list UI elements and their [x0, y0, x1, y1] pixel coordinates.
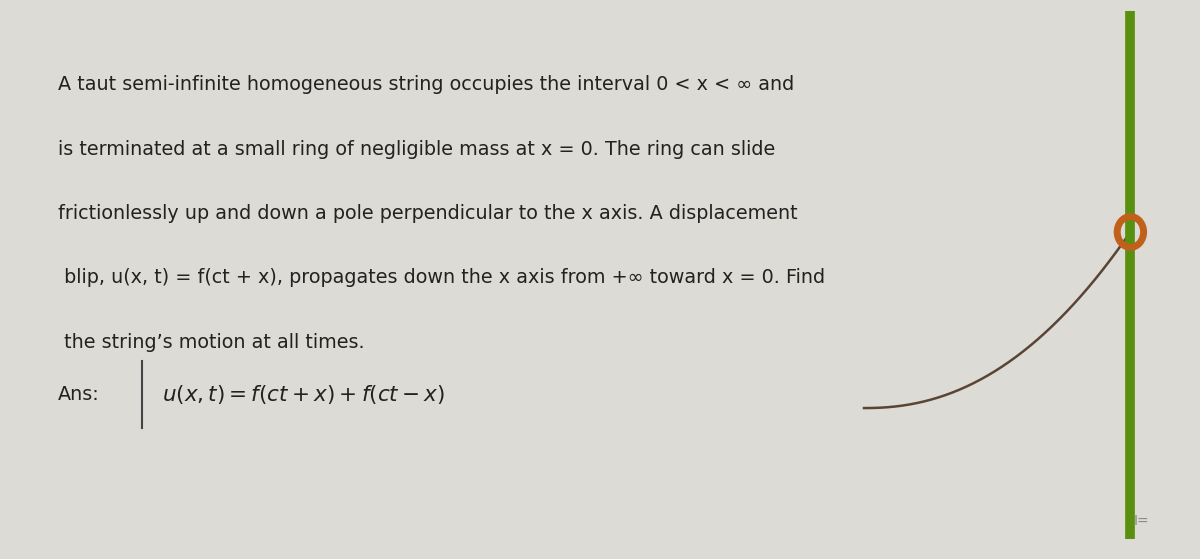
Text: is terminated at a small ring of negligible mass at x = 0. The ring can slide: is terminated at a small ring of negligi… — [58, 140, 775, 159]
Text: I=: I= — [1134, 514, 1150, 528]
Text: Ans:: Ans: — [58, 385, 100, 404]
Text: $u(x,t) = f(ct + x) + f(ct - x)$: $u(x,t) = f(ct + x) + f(ct - x)$ — [162, 382, 445, 406]
Text: the string’s motion at all times.: the string’s motion at all times. — [58, 333, 365, 352]
Text: blip, u(x, t) = f(ct + x), propagates down the x axis from +∞ toward x = 0. Find: blip, u(x, t) = f(ct + x), propagates do… — [58, 268, 824, 287]
Text: A taut semi-infinite homogeneous string occupies the interval 0 < x < ∞ and: A taut semi-infinite homogeneous string … — [58, 75, 794, 94]
Text: frictionlessly up and down a pole perpendicular to the x axis. A displacement: frictionlessly up and down a pole perpen… — [58, 204, 797, 223]
